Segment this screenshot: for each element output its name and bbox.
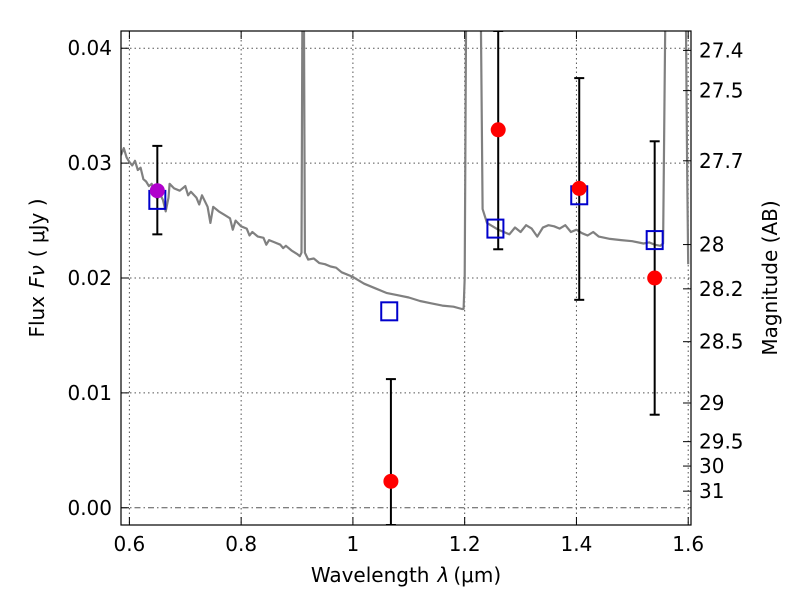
y-axis-right-label: Magnitude (AB) bbox=[758, 200, 782, 355]
x-tick-label: 1 bbox=[347, 532, 360, 556]
right-tick-label: 27.4 bbox=[699, 38, 744, 62]
x-tick-label: 0.6 bbox=[113, 532, 145, 556]
observed-photometry-points bbox=[149, 122, 663, 489]
y-tick-label: 0.04 bbox=[67, 36, 112, 60]
right-tick-label: 29 bbox=[699, 391, 724, 415]
right-tick-label: 28 bbox=[699, 233, 724, 257]
right-tick-label: 27.7 bbox=[699, 149, 744, 173]
right-tick-label: 28.2 bbox=[699, 277, 744, 301]
right-tick-label: 30 bbox=[699, 454, 724, 478]
model-spectrum-line bbox=[121, 31, 690, 311]
x-tick-label: 1.4 bbox=[561, 532, 593, 556]
model-photometry-square bbox=[645, 230, 664, 251]
x-tick-label: 1.2 bbox=[449, 532, 481, 556]
right-tick-label: 28.5 bbox=[699, 330, 744, 354]
y-tick-label: 0.02 bbox=[67, 266, 112, 290]
model-photometry-points bbox=[148, 185, 664, 322]
right-tick-label: 27.5 bbox=[699, 79, 744, 103]
observed-flux-point bbox=[383, 473, 399, 489]
model-photometry-square bbox=[486, 218, 505, 239]
right-tick-label: 31 bbox=[699, 479, 724, 503]
right-tick-label: 29.5 bbox=[699, 430, 744, 454]
observed-flux-point bbox=[571, 180, 587, 196]
model-spectrum bbox=[121, 31, 690, 311]
grid bbox=[121, 31, 691, 525]
x-axis: 0.6 0.8 1 1.2 1.4 1.6 bbox=[113, 31, 704, 556]
model-photometry-square bbox=[380, 301, 399, 322]
y-tick-label: 0.03 bbox=[67, 151, 112, 175]
observed-flux-point bbox=[647, 270, 663, 286]
y-tick-label: 0.00 bbox=[67, 496, 112, 520]
observed-flux-point bbox=[149, 183, 165, 199]
x-tick-label: 0.8 bbox=[225, 532, 257, 556]
y-axis-left: 0.00 0.01 0.02 0.03 0.04 bbox=[67, 36, 129, 520]
x-tick-label: 1.6 bbox=[672, 532, 704, 556]
y-tick-label: 0.01 bbox=[67, 381, 112, 405]
x-axis-label: Wavelength λ (μm) bbox=[311, 563, 501, 587]
observed-flux-point bbox=[490, 122, 506, 138]
y-axis-label: FluxFν( μJy ) bbox=[25, 198, 49, 337]
